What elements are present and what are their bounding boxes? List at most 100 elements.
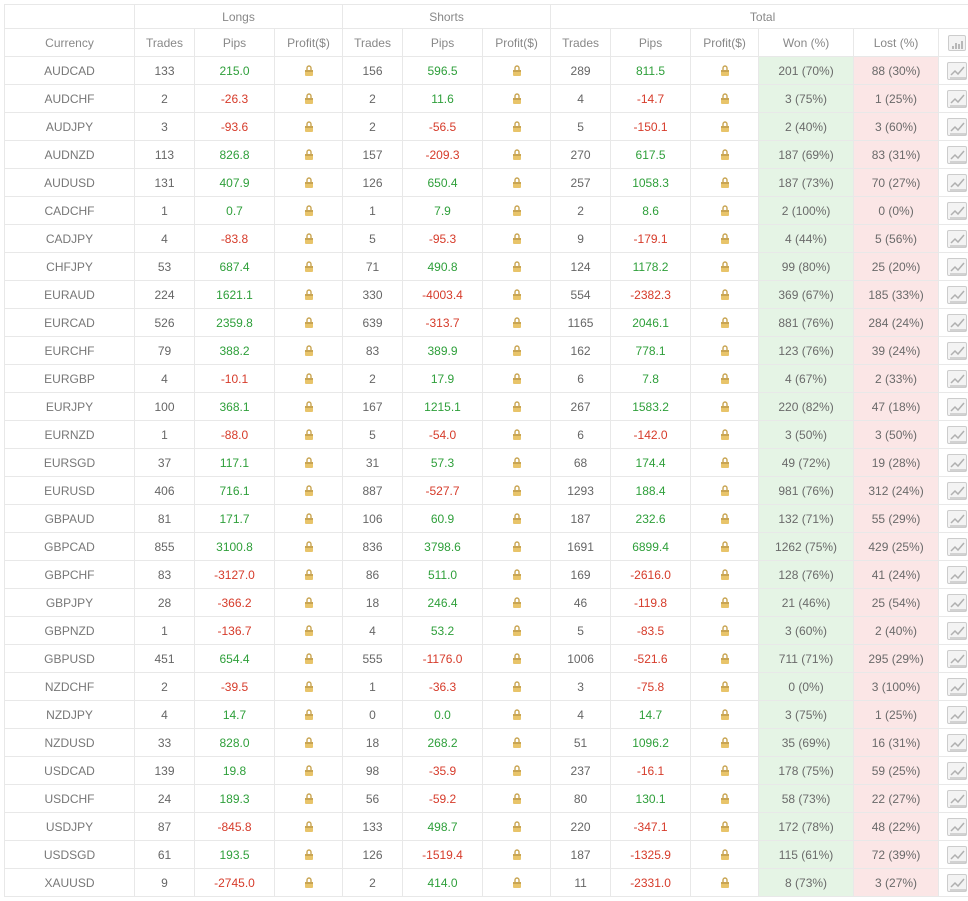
header-action[interactable] [939,29,968,57]
chart-icon[interactable] [948,35,966,51]
cell-total-trades: 46 [551,589,611,617]
chart-button[interactable] [947,426,967,444]
lock-icon [718,316,732,330]
cell-lost: 295 (29%) [854,645,939,673]
chart-button[interactable] [947,314,967,332]
chart-button[interactable] [947,874,967,892]
lock-icon [302,176,316,190]
cell-lost: 48 (22%) [854,813,939,841]
chart-button[interactable] [947,762,967,780]
header-total-pips[interactable]: Pips [611,29,691,57]
cell-longs-profit [275,57,343,85]
chart-button[interactable] [947,146,967,164]
chart-button[interactable] [947,678,967,696]
chart-button[interactable] [947,258,967,276]
lock-icon [718,820,732,834]
header-group-longs: Longs [135,5,343,29]
chart-button[interactable] [947,566,967,584]
chart-button[interactable] [947,90,967,108]
cell-lost: 22 (27%) [854,785,939,813]
header-total-trades[interactable]: Trades [551,29,611,57]
chart-button[interactable] [947,790,967,808]
cell-lost: 25 (20%) [854,253,939,281]
cell-total-profit [691,645,759,673]
header-longs-profit[interactable]: Profit($) [275,29,343,57]
chart-button[interactable] [947,398,967,416]
cell-shorts-trades: 5 [343,421,403,449]
lock-icon [302,372,316,386]
cell-total-trades: 1165 [551,309,611,337]
lock-icon [302,92,316,106]
chart-button[interactable] [947,846,967,864]
lock-icon [718,568,732,582]
cell-won: 3 (75%) [759,85,854,113]
chart-button[interactable] [947,286,967,304]
table-row: NZDJPY414.700.0414.73 (75%)1 (25%) [5,701,968,729]
header-lost[interactable]: Lost (%) [854,29,939,57]
table-row: XAUUSD9-2745.02414.011-2331.08 (73%)3 (2… [5,869,968,897]
cell-total-pips: 778.1 [611,337,691,365]
lock-icon [510,204,524,218]
cell-currency: EURJPY [5,393,135,421]
cell-total-trades: 220 [551,813,611,841]
lock-icon [302,624,316,638]
header-group-total: Total [551,5,968,29]
cell-currency: EURNZD [5,421,135,449]
cell-total-trades: 162 [551,337,611,365]
chart-button[interactable] [947,370,967,388]
table-row: AUDCAD133215.0156596.5289811.5201 (70%)8… [5,57,968,85]
lock-icon [718,792,732,806]
header-won[interactable]: Won (%) [759,29,854,57]
header-shorts-pips[interactable]: Pips [403,29,483,57]
chart-button[interactable] [947,594,967,612]
cell-lost: 41 (24%) [854,561,939,589]
lock-icon [302,764,316,778]
chart-button[interactable] [947,650,967,668]
cell-longs-trades: 100 [135,393,195,421]
cell-total-profit [691,841,759,869]
chart-button[interactable] [947,510,967,528]
cell-won: 4 (67%) [759,365,854,393]
header-longs-pips[interactable]: Pips [195,29,275,57]
cell-shorts-profit [483,141,551,169]
header-shorts-profit[interactable]: Profit($) [483,29,551,57]
cell-longs-pips: 828.0 [195,729,275,757]
cell-shorts-pips: 57.3 [403,449,483,477]
header-longs-trades[interactable]: Trades [135,29,195,57]
chart-button[interactable] [947,174,967,192]
chart-button[interactable] [947,818,967,836]
chart-button[interactable] [947,482,967,500]
chart-button[interactable] [947,622,967,640]
cell-longs-profit [275,141,343,169]
cell-shorts-trades: 83 [343,337,403,365]
chart-button[interactable] [947,706,967,724]
lock-icon [302,64,316,78]
table-row: USDCHF24189.356-59.280130.158 (73%)22 (2… [5,785,968,813]
cell-total-pips: -14.7 [611,85,691,113]
cell-shorts-profit [483,421,551,449]
chart-button[interactable] [947,230,967,248]
chart-button[interactable] [947,538,967,556]
chart-button[interactable] [947,734,967,752]
chart-button[interactable] [947,454,967,472]
chart-button[interactable] [947,202,967,220]
header-total-profit[interactable]: Profit($) [691,29,759,57]
cell-longs-profit [275,477,343,505]
cell-longs-profit [275,757,343,785]
cell-total-trades: 2 [551,197,611,225]
cell-currency: AUDCHF [5,85,135,113]
header-currency[interactable]: Currency [5,29,135,57]
header-shorts-trades[interactable]: Trades [343,29,403,57]
chart-button[interactable] [947,62,967,80]
lock-icon [718,400,732,414]
table-row: GBPCAD8553100.88363798.616916899.41262 (… [5,533,968,561]
chart-button[interactable] [947,118,967,136]
cell-shorts-trades: 126 [343,841,403,869]
cell-total-pips: 232.6 [611,505,691,533]
cell-total-pips: -75.8 [611,673,691,701]
chart-button[interactable] [947,342,967,360]
lock-icon [302,708,316,722]
cell-longs-trades: 33 [135,729,195,757]
cell-currency: EURAUD [5,281,135,309]
cell-total-pips: -521.6 [611,645,691,673]
